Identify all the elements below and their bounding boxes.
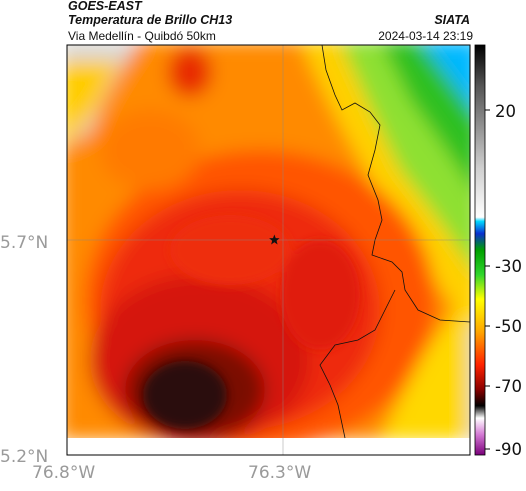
border-lines: [319, 45, 470, 439]
x-tick-label-0: 76.8°W: [32, 463, 95, 483]
y-tick-label-0: 5.7°N: [0, 233, 48, 253]
location-label: Via Medellín - Quibdó 50km: [68, 29, 216, 43]
chart-subtitle: Temperatura de Brillo CH13: [68, 13, 233, 27]
colorbar: 20 -30 -50 -70 -90: [474, 44, 522, 459]
colorbar-tick-1: -30: [495, 257, 522, 276]
colorbar-tick-3: -70: [495, 377, 522, 396]
organization-label: SIATA: [434, 13, 470, 27]
gridlines: [67, 45, 470, 455]
x-tick-label-1: 76.3°W: [248, 463, 311, 483]
colorbar-gradient: [474, 44, 486, 456]
location-marker: [269, 234, 280, 245]
plot-frame: [66, 44, 471, 456]
heatmap-field: [67, 45, 470, 455]
colorbar-tick-4: -90: [495, 440, 522, 459]
chart-title: GOES-EAST: [68, 0, 142, 13]
datetime-label: 2024-03-14 23:19: [378, 29, 473, 43]
colorbar-tick-0: 20: [495, 102, 516, 121]
star-marker: [269, 234, 280, 245]
y-tick-label-1: 5.2°N: [0, 447, 48, 467]
colorbar-tick-2: -50: [495, 317, 522, 336]
